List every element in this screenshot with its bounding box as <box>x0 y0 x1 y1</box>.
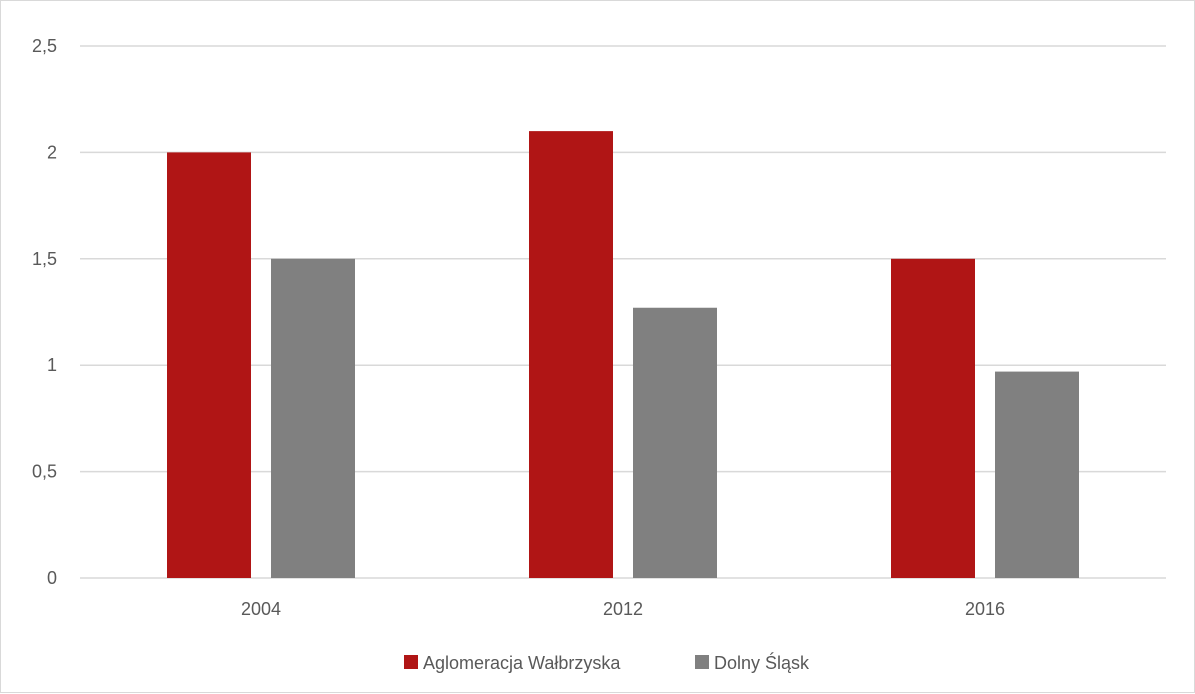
bar-aglomeracja-2012 <box>529 131 613 578</box>
legend-label: Aglomeracja Wałbrzyska <box>423 653 621 673</box>
y-tick-label: 1 <box>47 355 57 375</box>
y-tick-label: 2 <box>47 142 57 162</box>
x-tick-label: 2004 <box>241 599 281 619</box>
x-tick-label: 2012 <box>603 599 643 619</box>
y-tick-label: 2,5 <box>32 36 57 56</box>
bar-dolny-slask-2016 <box>995 371 1079 578</box>
legend-label: Dolny Śląsk <box>714 652 810 673</box>
legend-swatch <box>404 655 418 669</box>
bar-dolny-slask-2012 <box>633 307 717 578</box>
y-tick-label: 1,5 <box>32 249 57 269</box>
y-axis-ticks: 0 0,5 1 1,5 2 2,5 <box>32 36 57 588</box>
x-tick-label: 2016 <box>965 599 1005 619</box>
y-tick-label: 0 <box>47 568 57 588</box>
legend: Aglomeracja Wałbrzyska Dolny Śląsk <box>404 652 810 673</box>
bars <box>167 131 1079 578</box>
y-tick-label: 0,5 <box>32 462 57 482</box>
bar-dolny-slask-2004 <box>271 258 355 578</box>
bar-aglomeracja-2016 <box>891 258 975 578</box>
x-axis-ticks: 2004 2012 2016 <box>241 599 1005 619</box>
gridlines <box>80 45 1166 579</box>
legend-swatch <box>695 655 709 669</box>
bar-aglomeracja-2004 <box>167 152 251 578</box>
